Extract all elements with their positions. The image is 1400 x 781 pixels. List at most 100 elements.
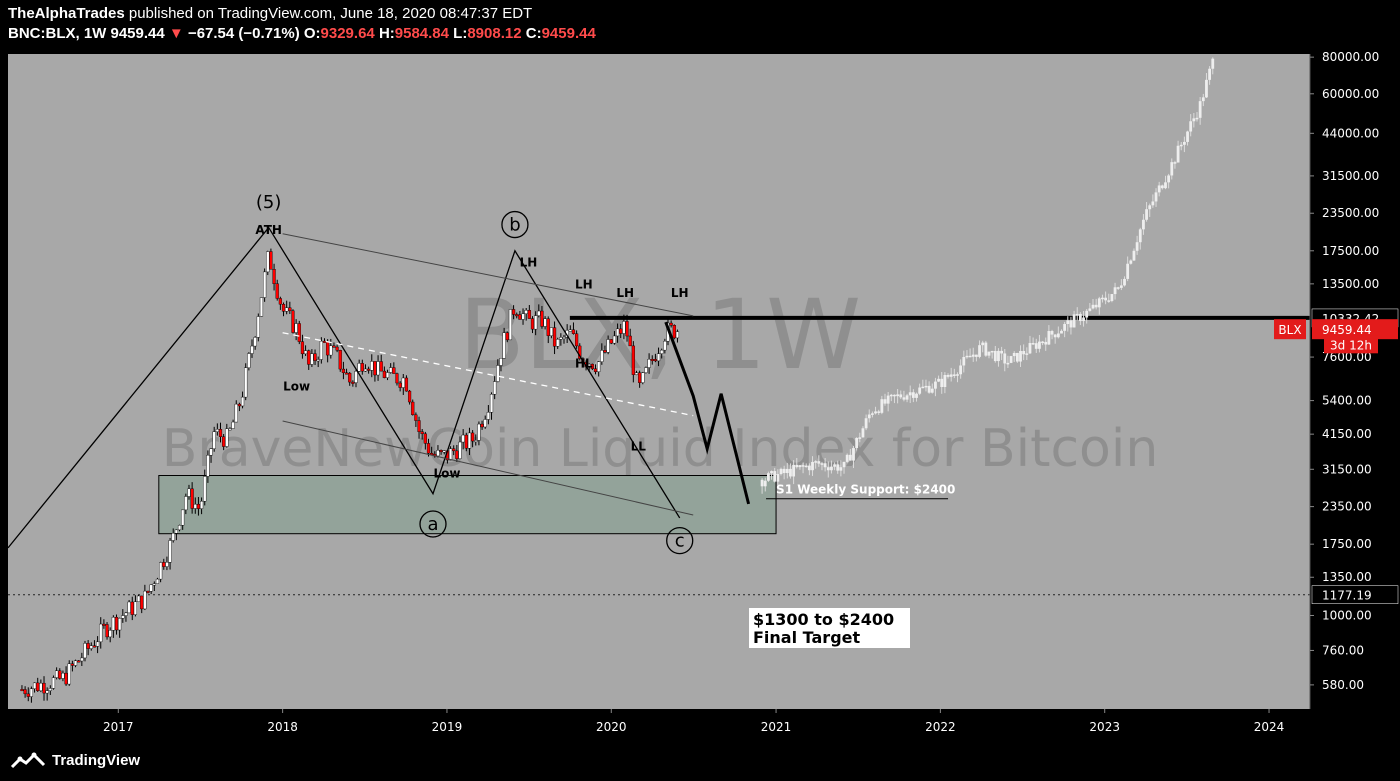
price-candle (417, 420, 421, 432)
price-candle (196, 503, 201, 509)
projection-candle (814, 461, 818, 463)
price-candle (108, 630, 112, 638)
price-candle (348, 372, 352, 383)
price-candle (181, 509, 185, 526)
price-candle (95, 641, 100, 647)
target-box: $1300 to $2400 Final Target (749, 608, 910, 648)
symbol-tag[interactable] (1274, 319, 1306, 340)
projection-candle (1082, 317, 1085, 322)
footer-brand[interactable]: TradingView (52, 752, 141, 769)
price-candle (291, 310, 295, 333)
projection-candle (776, 474, 780, 482)
price-candle (187, 488, 191, 497)
annotation-low: Low (433, 467, 460, 481)
wave-circle-c (666, 526, 694, 555)
projection-candle (792, 464, 796, 477)
price-candle (300, 341, 305, 355)
price-candle (266, 251, 270, 273)
price-tick-label: 2350.00 (1322, 500, 1372, 514)
projection-candle (801, 465, 805, 467)
author[interactable]: TheAlphaTrades (8, 5, 125, 22)
price-candle (549, 327, 554, 336)
projection-candle (1182, 141, 1186, 145)
time-tick-label: 2017 (103, 720, 134, 734)
price-candle (634, 372, 639, 375)
projection-candle (893, 394, 896, 397)
price-candle (641, 372, 645, 383)
open-label: O: (303, 25, 321, 42)
price-tick-label: 23500.00 (1322, 206, 1379, 220)
annotation-lh: LH (575, 278, 593, 292)
level-price-tag[interactable] (1311, 585, 1399, 604)
price-candle (527, 310, 531, 319)
price-tick-label: 4150.00 (1322, 427, 1372, 441)
price-candle (42, 682, 46, 694)
projection-candle (924, 385, 928, 388)
price-candle (344, 372, 349, 375)
projection-candle (1003, 353, 1007, 364)
price-candle (127, 601, 131, 614)
price-candle (256, 316, 260, 338)
price-candle (455, 450, 459, 459)
down-arrow-icon: ▼ (168, 25, 184, 42)
projection-candle (782, 468, 786, 474)
projection-candle (974, 354, 978, 357)
projection-candle (952, 374, 956, 376)
price-tick-label: 60000.00 (1322, 87, 1379, 101)
price-candle (625, 321, 629, 337)
projection-candle (1195, 117, 1199, 120)
projection-candle (760, 479, 764, 487)
price-candle (382, 370, 386, 378)
channel-mid-line[interactable] (282, 332, 694, 417)
support-zone (158, 475, 777, 535)
publish-info: published on TradingView.com, June 18, 2… (128, 5, 533, 22)
channel-upper-line[interactable] (282, 233, 694, 317)
projection-candle (848, 454, 852, 461)
price-candle (505, 332, 509, 341)
projection-candle (770, 471, 773, 474)
projection-candle (1056, 333, 1060, 338)
projection-candle (1088, 308, 1092, 311)
open-value: 9329.64 (320, 25, 375, 42)
price-candle (64, 672, 68, 685)
price-candle (556, 339, 560, 347)
target-label: Final Target (753, 628, 861, 647)
price-candle (354, 371, 358, 383)
projection-candle (1097, 298, 1101, 308)
price-candle (190, 488, 194, 509)
price-candle (51, 677, 56, 689)
price-tick-label: 1750.00 (1322, 537, 1372, 551)
price-candle (259, 297, 264, 317)
price-candle (669, 322, 673, 326)
target-box-bg (749, 608, 910, 648)
price-candle (152, 583, 156, 586)
projection-candle (883, 399, 887, 404)
price-candle (502, 332, 506, 359)
projection-candle (1044, 341, 1048, 345)
channel-lower-line[interactable] (282, 420, 694, 516)
projection-candle (1034, 343, 1038, 349)
projection-candle (1186, 131, 1189, 142)
last-price: 9459.44 (110, 25, 165, 42)
price-candle (401, 377, 405, 388)
price-candle (193, 503, 197, 509)
projection-candle (807, 465, 811, 471)
projection-candle (927, 385, 931, 393)
price-candle (578, 345, 582, 359)
price-tick-label: 3150.00 (1322, 462, 1372, 476)
projection-candle (773, 471, 777, 482)
symbol[interactable]: BNC:BLX, 1W (8, 25, 107, 42)
watermark-symbol: BLX, 1W (459, 279, 861, 391)
forecast-path[interactable] (664, 321, 751, 505)
tradingview-logo-icon[interactable] (10, 751, 46, 773)
projection-candle (997, 350, 1000, 362)
price-candle (650, 359, 654, 361)
projection-candle (959, 365, 963, 375)
elliott-wave-line[interactable] (7, 226, 681, 549)
last-price-tag[interactable] (1312, 319, 1398, 340)
projection-candle (921, 386, 925, 389)
price-candle (448, 448, 453, 461)
countdown-tag[interactable] (1324, 335, 1378, 354)
annotation-lh: LH (520, 255, 538, 269)
price-chart[interactable]: BLX, 1W BraveNewCoin Liquid Index for Bi… (0, 48, 1400, 743)
